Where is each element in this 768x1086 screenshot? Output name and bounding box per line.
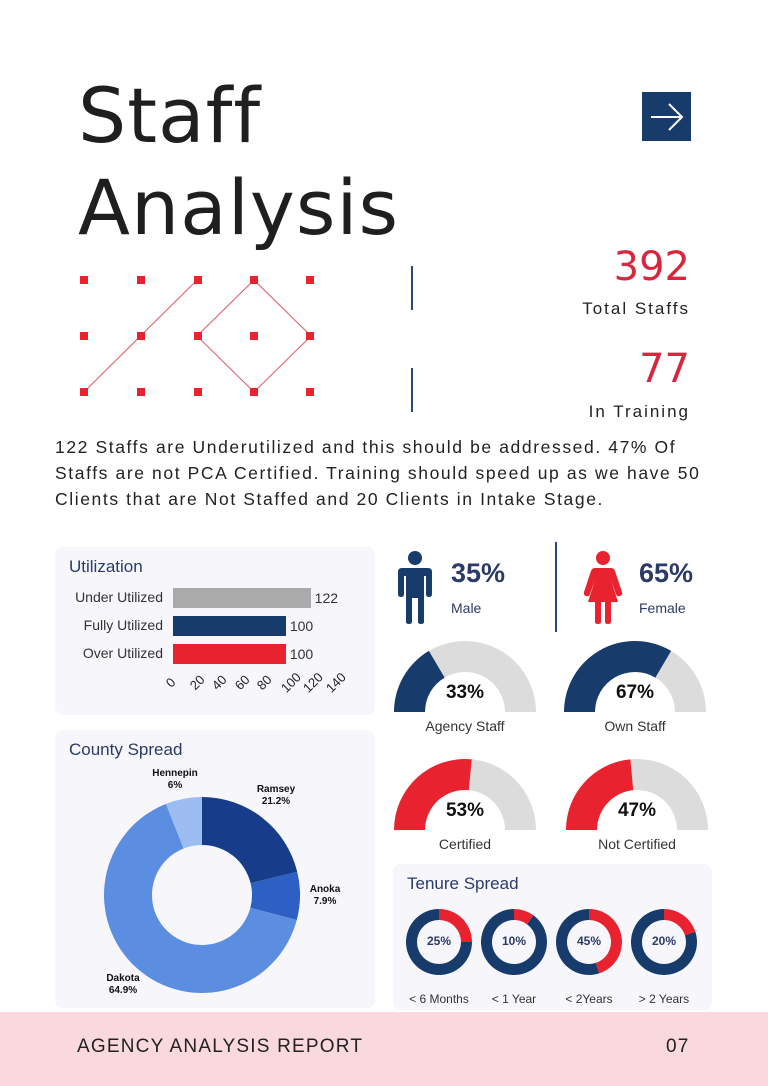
female-label: Female: [639, 600, 686, 616]
bar-over-utilized: [173, 644, 286, 664]
total-staffs-label: Total Staffs: [582, 299, 690, 318]
county-slice-dakota: [103, 803, 297, 993]
county-donut-chart: [103, 797, 300, 993]
county-spread-title: County Spread: [69, 740, 183, 759]
in-training-value: 77: [639, 346, 690, 392]
tenure-slice-rest: [556, 909, 600, 975]
county-name: Anoka: [309, 884, 341, 895]
bar-fully-utilized: [173, 616, 286, 636]
tenure-spread-card: Tenure Spread 25% < 6 Months 10% < 1 Year 45…: [393, 864, 712, 1010]
bar-value-label: 122: [314, 590, 339, 606]
divider-line: [411, 266, 413, 310]
bar-category-label: Under Utilized: [75, 589, 163, 605]
tenure-slice-rest: [406, 909, 472, 975]
county-percent: 21.2%: [261, 796, 291, 807]
tenure-donut: [406, 909, 472, 975]
gauge-not-certified: [566, 759, 708, 830]
gauge-fill: [394, 759, 472, 830]
county-percent: 7.9%: [313, 896, 337, 907]
female-percent: 65%: [639, 558, 694, 588]
county-label-hennepin: Hennepin 6%: [145, 768, 205, 792]
gauge-percent: 33%: [445, 682, 485, 703]
county-percent: 64.9%: [108, 985, 138, 996]
gauge-label: Not Certified: [598, 836, 676, 852]
male-icon: [398, 551, 432, 624]
tenure-donut: [556, 909, 622, 975]
male-percent: 35%: [451, 558, 506, 588]
gauge-label: Certified: [438, 836, 492, 852]
tenure-label: > 2 Years: [638, 992, 690, 1006]
tenure-label: < 1 Year: [491, 992, 537, 1006]
gender-divider: [555, 542, 557, 632]
tenure-spread-title: Tenure Spread: [407, 874, 519, 893]
tenure-label: < 2Years: [565, 992, 613, 1006]
gauge-fill: [394, 650, 445, 712]
tenure-slice-share: [439, 909, 472, 942]
gauge-own: [564, 641, 706, 712]
gauge-percent: 53%: [445, 800, 485, 821]
x-tick-label: 80: [254, 672, 275, 693]
county-label-anoka: Anoka 7.9%: [295, 884, 355, 908]
x-tick-label: 120: [300, 669, 327, 696]
tenure-percent: 25%: [426, 934, 452, 948]
county-spread-card: County Spread Ramsey 21.2% Anoka 7.9% Dakota…: [55, 730, 375, 1008]
county-name: Hennepin: [152, 768, 198, 779]
utilization-card: Utilization Under Utilized 122 Fully Utili…: [55, 547, 375, 715]
county-name: Dakota: [106, 973, 140, 984]
x-tick-label: 0: [162, 674, 179, 691]
tenure-donut: [481, 909, 547, 975]
page-number: 07: [666, 1036, 690, 1057]
tenure-slice-rest: [631, 909, 697, 975]
arrow-right-icon: [650, 102, 683, 131]
x-tick-label: 140: [322, 669, 349, 696]
utilization-title: Utilization: [69, 557, 143, 576]
county-slice-ramsey: [202, 797, 298, 884]
next-page-button[interactable]: [642, 92, 691, 141]
title-line-1: Staff: [78, 71, 262, 160]
tenure-percent: 10%: [501, 934, 527, 948]
tenure-percent: 45%: [576, 934, 602, 948]
x-tick-label: 20: [186, 672, 208, 693]
gauge-fill: [564, 641, 672, 712]
bar-value-label: 100: [289, 618, 314, 634]
gauge-label: Agency Staff: [425, 718, 505, 734]
bar-value-label: 100: [289, 646, 314, 662]
gauge-percent: 67%: [615, 682, 655, 703]
total-staffs-value: 392: [613, 244, 690, 290]
tenure-label: < 6 Months: [409, 992, 469, 1006]
female-icon: [583, 551, 623, 624]
bar-category-label: Over Utilized: [82, 645, 163, 661]
gauge-certified: [394, 759, 536, 830]
in-training-label: In Training: [588, 402, 690, 421]
county-percent: 6%: [167, 780, 183, 791]
gauge-fill: [566, 759, 634, 830]
county-label-ramsey: Ramsey 21.2%: [246, 784, 306, 808]
tenure-slice-rest: [481, 909, 547, 975]
x-tick-label: 100: [277, 669, 304, 696]
page-title: Staff Analysis: [78, 70, 399, 254]
gauge-label: Own Staff: [604, 718, 666, 734]
county-name: Ramsey: [256, 784, 296, 795]
summary-paragraph: 122 Staffs are Underutilized and this sh…: [55, 437, 701, 509]
bar-category-label: Fully Utilized: [83, 617, 163, 633]
tenure-slice-share: [514, 909, 534, 925]
county-label-dakota: Dakota 64.9%: [93, 973, 153, 997]
title-line-2: Analysis: [78, 163, 400, 252]
decorative-dot-pattern: [80, 276, 314, 396]
tenure-slice-share: [589, 909, 622, 974]
footer-bar: AGENCY ANALYSIS REPORT 07: [0, 1012, 768, 1086]
bar-under-utilized: [173, 588, 311, 608]
footer-report-title: AGENCY ANALYSIS REPORT: [77, 1036, 364, 1057]
x-tick-label: 40: [208, 672, 230, 693]
x-tick-label: 60: [231, 672, 253, 693]
county-slice-hennepin: [165, 797, 202, 849]
tenure-slice-share: [664, 909, 696, 936]
county-slice-anoka: [250, 871, 300, 920]
gauge-percent: 47%: [617, 800, 657, 821]
divider-line: [411, 368, 413, 412]
gauge-agency: [394, 641, 536, 712]
tenure-percent: 20%: [651, 934, 677, 948]
tenure-donut: [631, 909, 697, 975]
male-label: Male: [451, 600, 482, 616]
